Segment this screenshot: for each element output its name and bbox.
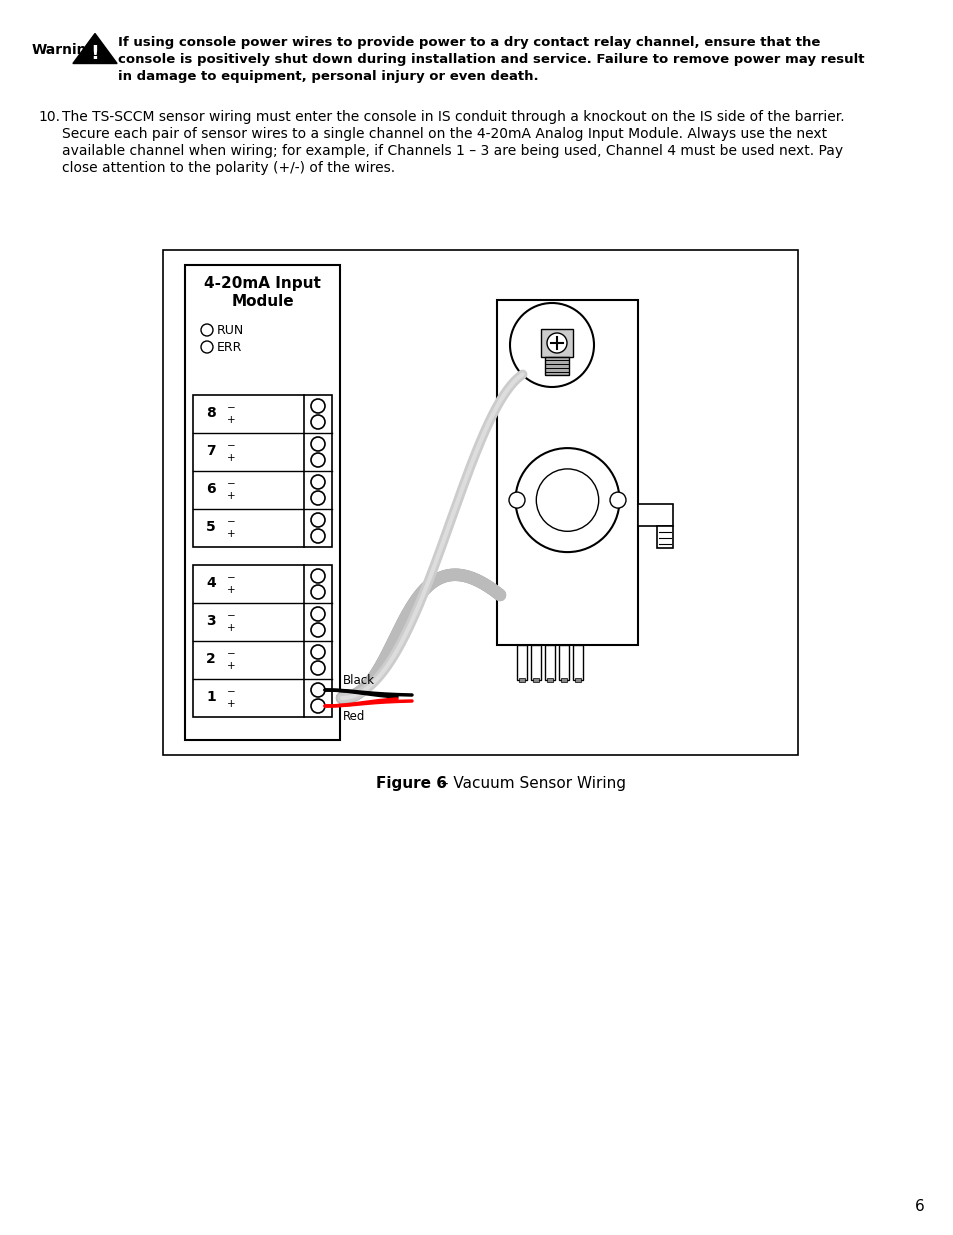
Circle shape <box>510 303 594 387</box>
Text: available channel when wiring; for example, if Channels 1 – 3 are being used, Ch: available channel when wiring; for examp… <box>62 144 842 158</box>
Text: +: + <box>227 585 235 595</box>
Text: 10.: 10. <box>38 110 60 124</box>
Circle shape <box>201 324 213 336</box>
Text: The TS-SCCM sensor wiring must enter the console in IS conduit through a knockou: The TS-SCCM sensor wiring must enter the… <box>62 110 843 124</box>
Text: Red: Red <box>343 709 365 722</box>
Circle shape <box>201 341 213 353</box>
Text: +: + <box>227 622 235 634</box>
Text: −: − <box>227 611 235 621</box>
Circle shape <box>311 622 325 637</box>
Bar <box>531 645 540 680</box>
Text: −: − <box>227 650 235 659</box>
Text: Module: Module <box>231 294 294 309</box>
Text: 4: 4 <box>206 576 215 590</box>
Text: 6: 6 <box>206 482 215 496</box>
Bar <box>163 249 797 755</box>
Bar <box>546 678 553 682</box>
Bar <box>544 357 568 375</box>
Circle shape <box>311 399 325 412</box>
Circle shape <box>515 448 618 552</box>
Text: +: + <box>227 529 235 538</box>
Bar <box>518 678 524 682</box>
Circle shape <box>311 453 325 467</box>
Text: console is positively shut down during installation and service. Failure to remo: console is positively shut down during i… <box>118 53 863 65</box>
Circle shape <box>311 645 325 659</box>
Text: RUN: RUN <box>216 324 244 336</box>
Text: 3: 3 <box>206 614 215 629</box>
Text: +: + <box>227 453 235 463</box>
Bar <box>185 266 339 740</box>
Text: Secure each pair of sensor wires to a single channel on the 4-20mA Analog Input : Secure each pair of sensor wires to a si… <box>62 127 826 141</box>
Text: 8: 8 <box>206 406 215 420</box>
Bar <box>638 504 672 526</box>
Bar <box>657 526 672 548</box>
Circle shape <box>536 469 598 531</box>
Text: 2: 2 <box>206 652 215 666</box>
Text: in damage to equipment, personal injury or even death.: in damage to equipment, personal injury … <box>118 69 538 83</box>
Bar <box>193 564 332 718</box>
Text: ERR: ERR <box>216 341 242 353</box>
Circle shape <box>311 585 325 599</box>
Circle shape <box>311 606 325 621</box>
Circle shape <box>311 683 325 697</box>
Text: If using console power wires to provide power to a dry contact relay channel, en: If using console power wires to provide … <box>118 36 820 48</box>
Circle shape <box>311 513 325 527</box>
Text: +: + <box>227 415 235 425</box>
Bar <box>517 645 526 680</box>
Text: close attention to the polarity (+/-) of the wires.: close attention to the polarity (+/-) of… <box>62 161 395 175</box>
Bar <box>573 645 582 680</box>
Text: 5: 5 <box>206 520 215 534</box>
Text: −: − <box>227 517 235 527</box>
Text: Black: Black <box>343 673 375 687</box>
Bar <box>497 300 638 645</box>
Text: −: − <box>227 403 235 412</box>
Bar <box>540 329 573 357</box>
Circle shape <box>546 333 566 353</box>
Text: +: + <box>227 661 235 671</box>
Circle shape <box>311 529 325 543</box>
Bar <box>193 395 332 547</box>
Circle shape <box>509 492 524 508</box>
Polygon shape <box>72 33 117 63</box>
Text: 4-20mA Input: 4-20mA Input <box>204 275 320 290</box>
Circle shape <box>311 492 325 505</box>
Text: – Vacuum Sensor Wiring: – Vacuum Sensor Wiring <box>436 776 625 790</box>
Bar <box>533 678 538 682</box>
Text: −: − <box>227 687 235 697</box>
Bar <box>558 645 568 680</box>
Circle shape <box>311 661 325 676</box>
Circle shape <box>609 492 625 508</box>
Bar <box>544 645 555 680</box>
Circle shape <box>311 475 325 489</box>
Circle shape <box>311 415 325 429</box>
Text: Figure 6: Figure 6 <box>375 776 446 790</box>
Text: +: + <box>227 699 235 709</box>
Text: +: + <box>227 492 235 501</box>
Text: −: − <box>227 573 235 583</box>
Text: 6: 6 <box>914 1199 923 1214</box>
Circle shape <box>311 569 325 583</box>
Text: Warning: Warning <box>32 43 97 57</box>
Bar <box>575 678 580 682</box>
Circle shape <box>311 699 325 713</box>
Text: −: − <box>227 441 235 451</box>
Bar <box>560 678 566 682</box>
Circle shape <box>311 437 325 451</box>
Text: 1: 1 <box>206 690 215 704</box>
Text: !: ! <box>91 43 99 63</box>
Text: −: − <box>227 479 235 489</box>
Text: 7: 7 <box>206 445 215 458</box>
